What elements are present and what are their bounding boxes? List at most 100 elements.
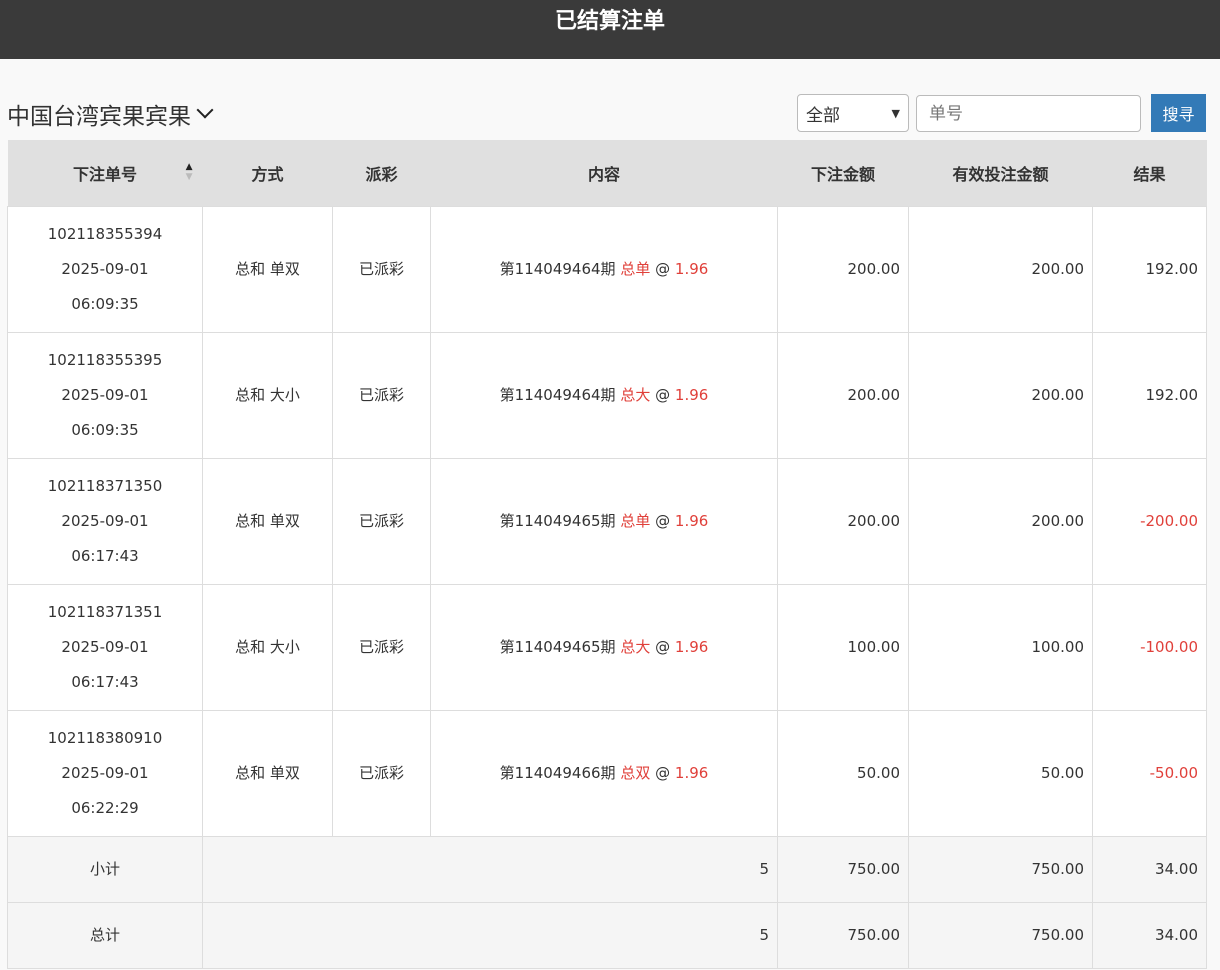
bets-table: 下注单号 ▲ ▼ 方式 派彩 内容 下注金额 有效投注金额 结果 102118355394 202… (7, 140, 1207, 969)
period: 第114049464期 (499, 385, 616, 404)
amount-cell: 200.00 (777, 205, 909, 333)
column-header[interactable]: 下注单号 ▲ ▼ (7, 140, 203, 206)
subtotal-valid: 750.00 (908, 835, 1093, 903)
column-label: 方式 (251, 164, 284, 184)
method-cell: 总和 单双 (202, 205, 333, 333)
odds: 1.96 (674, 385, 709, 404)
order-date: 2025-09-01 (61, 763, 149, 782)
table-row: 102118371351 2025-09-01 06:17:43 总和 大小 已派彩… (7, 583, 1207, 711)
search-button[interactable]: 搜寻 (1151, 94, 1206, 132)
method-cell: 总和 大小 (202, 583, 333, 711)
amount-cell: 200.00 (777, 331, 909, 459)
pick: 总单 (620, 259, 651, 278)
chevron-down-icon: ▼ (891, 106, 900, 120)
method-cell: 总和 单双 (202, 457, 333, 585)
column-label: 有效投注金额 (952, 164, 1049, 184)
order-time: 06:17:43 (71, 672, 139, 691)
payout-cell: 已派彩 (332, 205, 431, 333)
order-time: 06:09:35 (71, 294, 139, 313)
method-cell: 总和 大小 (202, 331, 333, 459)
order-date: 2025-09-01 (61, 511, 149, 530)
pick: 总大 (620, 385, 651, 404)
payout-cell: 已派彩 (332, 457, 431, 585)
status-filter-select[interactable]: 全部 ▼ (797, 94, 909, 132)
order-cell: 102118355394 2025-09-01 06:09:35 (7, 205, 203, 333)
odds: 1.96 (674, 259, 709, 278)
content-cell: 第114049466期 总双 @ 1.96 (430, 709, 778, 837)
period: 第114049465期 (499, 637, 616, 656)
column-label: 下注金额 (810, 164, 875, 184)
odds: 1.96 (674, 763, 709, 782)
toolbar: 中国台湾宾果宾果 全部 ▼ 搜寻 (0, 94, 1220, 134)
content-cell: 第114049465期 总大 @ 1.96 (430, 583, 778, 711)
payout-cell: 已派彩 (332, 331, 431, 459)
total-count: 5 (202, 901, 778, 969)
total-result: 34.00 (1092, 901, 1207, 969)
column-header: 下注金额 (777, 140, 909, 206)
column-label: 下注单号 (72, 164, 137, 184)
order-id: 102118371350 (47, 476, 163, 495)
order-date: 2025-09-01 (61, 637, 149, 656)
subtotal-row: 小计 5 750.00 750.00 34.00 (7, 835, 1207, 903)
valid-amount-cell: 50.00 (908, 709, 1093, 837)
subtotal-label: 小计 (7, 835, 203, 903)
order-date: 2025-09-01 (61, 385, 149, 404)
order-time: 06:09:35 (71, 420, 139, 439)
order-id: 102118355395 (47, 350, 163, 369)
at-sign: @ (655, 385, 671, 404)
result-cell: -50.00 (1092, 709, 1207, 837)
content-cell: 第114049464期 总单 @ 1.96 (430, 205, 778, 333)
page-title: 已结算注单 (0, 0, 1220, 59)
order-cell: 102118355395 2025-09-01 06:09:35 (7, 331, 203, 459)
column-header: 派彩 (332, 140, 431, 206)
amount-cell: 100.00 (777, 583, 909, 711)
table-row: 102118380910 2025-09-01 06:22:29 总和 单双 已派彩… (7, 709, 1207, 837)
valid-amount-cell: 200.00 (908, 457, 1093, 585)
lottery-name: 中国台湾宾果宾果 (7, 104, 191, 130)
subtotal-result: 34.00 (1092, 835, 1207, 903)
order-id: 102118371351 (47, 602, 163, 621)
odds: 1.96 (674, 511, 709, 530)
pick: 总大 (620, 637, 651, 656)
payout-cell: 已派彩 (332, 583, 431, 711)
order-number-input[interactable] (916, 95, 1141, 132)
order-id: 102118355394 (47, 224, 163, 243)
total-valid: 750.00 (908, 901, 1093, 969)
lottery-selector[interactable]: 中国台湾宾果宾果 (7, 97, 214, 131)
table-row: 102118371350 2025-09-01 06:17:43 总和 单双 已派彩… (7, 457, 1207, 585)
column-header: 结果 (1092, 140, 1207, 206)
order-cell: 102118371351 2025-09-01 06:17:43 (7, 583, 203, 711)
at-sign: @ (655, 763, 671, 782)
payout-cell: 已派彩 (332, 709, 431, 837)
sort-icon[interactable]: ▲ ▼ (185, 162, 193, 182)
subtotal-count: 5 (202, 835, 778, 903)
total-row: 总计 5 750.00 750.00 34.00 (7, 901, 1207, 969)
chevron-down-icon (196, 101, 214, 119)
column-label: 结果 (1133, 164, 1166, 184)
order-time: 06:22:29 (71, 798, 139, 817)
total-amount: 750.00 (777, 901, 909, 969)
period: 第114049466期 (499, 763, 616, 782)
valid-amount-cell: 200.00 (908, 331, 1093, 459)
order-time: 06:17:43 (71, 546, 139, 565)
at-sign: @ (655, 259, 671, 278)
table-row: 102118355394 2025-09-01 06:09:35 总和 单双 已派彩… (7, 205, 1207, 333)
column-label: 内容 (587, 164, 620, 184)
result-cell: 192.00 (1092, 331, 1207, 459)
pick: 总单 (620, 511, 651, 530)
column-label: 派彩 (365, 164, 398, 184)
order-cell: 102118380910 2025-09-01 06:22:29 (7, 709, 203, 837)
at-sign: @ (655, 511, 671, 530)
order-cell: 102118371350 2025-09-01 06:17:43 (7, 457, 203, 585)
odds: 1.96 (674, 637, 709, 656)
total-label: 总计 (7, 901, 203, 969)
valid-amount-cell: 200.00 (908, 205, 1093, 333)
order-id: 102118380910 (47, 728, 163, 747)
method-cell: 总和 单双 (202, 709, 333, 837)
content-cell: 第114049464期 总大 @ 1.96 (430, 331, 778, 459)
amount-cell: 200.00 (777, 457, 909, 585)
column-header: 内容 (430, 140, 778, 206)
period: 第114049464期 (499, 259, 616, 278)
result-cell: -100.00 (1092, 583, 1207, 711)
amount-cell: 50.00 (777, 709, 909, 837)
